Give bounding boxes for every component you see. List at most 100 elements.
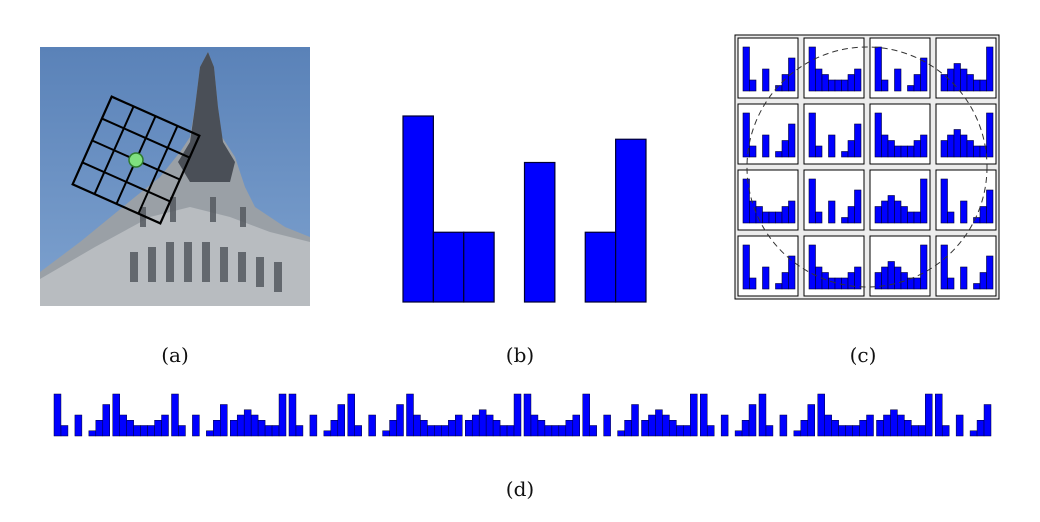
descriptor-bar xyxy=(918,425,926,437)
cell-histogram-bar xyxy=(781,272,789,290)
descriptor-bar xyxy=(831,420,839,437)
descriptor-bar xyxy=(492,420,501,437)
descriptor-bar xyxy=(213,420,221,437)
descriptor-bar xyxy=(330,420,339,437)
histogram-bar xyxy=(615,138,647,303)
cell-histogram-bar xyxy=(960,134,968,158)
descriptor-bar xyxy=(897,414,905,437)
descriptor-bar xyxy=(60,425,69,437)
building-photo xyxy=(40,47,310,306)
cell-histogram-bar xyxy=(940,178,948,224)
descriptor-bar xyxy=(876,420,884,437)
descriptor-bar xyxy=(382,430,390,437)
cell-histogram-bar xyxy=(907,85,915,92)
cell-histogram-bar xyxy=(788,57,796,92)
descriptor-bar xyxy=(257,420,266,437)
descriptor-bar xyxy=(800,420,809,437)
panel-b xyxy=(400,110,650,306)
histogram-bar xyxy=(402,115,434,303)
cell-histogram-bar xyxy=(762,68,770,92)
histogram-bar xyxy=(432,231,465,303)
cell-histogram-bar xyxy=(762,134,770,158)
caption-a: (a) xyxy=(161,343,189,367)
descriptor-bar xyxy=(662,414,670,437)
caption-d: (d) xyxy=(505,477,535,501)
descriptor-bar xyxy=(845,425,853,437)
caption-c: (c) xyxy=(849,343,877,367)
cell-histogram-bar xyxy=(749,200,757,224)
descriptor-bar xyxy=(817,393,825,437)
cell-histogram-bar xyxy=(828,134,836,158)
descriptor-bar xyxy=(147,425,155,437)
cell-histogram-bar xyxy=(913,277,921,290)
cell-histogram-bar xyxy=(966,140,974,158)
cell-histogram-bar xyxy=(953,63,961,92)
descriptor-bar xyxy=(236,414,245,437)
cell-histogram-bar xyxy=(841,277,849,290)
descriptor-bar xyxy=(478,409,487,437)
cell-histogram-bar xyxy=(920,57,928,92)
panel-c xyxy=(732,32,1002,302)
cell-histogram-bar xyxy=(834,79,842,92)
cell-histogram-bar xyxy=(841,217,849,224)
descriptor-bar xyxy=(793,430,802,437)
cell-histogram-bar xyxy=(854,189,862,224)
descriptor-bar xyxy=(250,414,259,437)
descriptor-bar xyxy=(389,420,397,437)
descriptor-bar xyxy=(741,420,750,437)
cell-histogram-bar xyxy=(775,283,783,290)
descriptor-bar xyxy=(455,414,463,437)
cell-histogram-bar xyxy=(749,145,757,158)
descriptor-bar xyxy=(866,414,874,437)
cell-histogram-bar xyxy=(986,46,994,92)
cell-histogram-bar xyxy=(847,206,855,224)
cell-histogram-bar xyxy=(894,200,902,224)
descriptor-bar xyxy=(171,393,179,437)
descriptor-bar xyxy=(904,420,912,437)
cell-histogram-bar xyxy=(815,68,823,92)
cell-histogram-bar xyxy=(973,283,981,290)
descriptor-bar xyxy=(112,393,120,437)
descriptor-bar xyxy=(448,420,456,437)
descriptor-bar xyxy=(807,404,815,437)
cell-histogram-bar xyxy=(881,134,889,158)
cell-histogram-bar xyxy=(828,79,836,92)
cell-histogram-bar xyxy=(887,195,895,224)
cell-histogram-bar xyxy=(781,140,789,158)
cell-histogram-bar xyxy=(874,46,882,92)
descriptor-bar xyxy=(413,414,421,437)
descriptor-bar xyxy=(337,404,345,437)
cell-histogram-bar xyxy=(768,211,776,224)
cell-histogram-bar xyxy=(749,79,757,92)
cell-histogram-bar xyxy=(953,129,961,158)
descriptor-bar xyxy=(53,393,62,437)
descriptor-bar xyxy=(690,393,698,437)
descriptor-bar xyxy=(969,430,978,437)
descriptor-bar xyxy=(617,430,625,437)
descriptor-bar xyxy=(706,425,715,437)
descriptor-bar xyxy=(354,425,362,437)
cell-histogram-bar xyxy=(742,178,750,224)
descriptor-bar xyxy=(935,393,943,437)
cell-histogram-bar xyxy=(960,200,968,224)
descriptor-bar xyxy=(558,425,567,437)
descriptor-bar xyxy=(278,393,287,437)
descriptor-bar xyxy=(955,414,964,437)
descriptor-bar xyxy=(396,404,404,437)
cell-histogram-bar xyxy=(913,140,921,158)
descriptor-bar xyxy=(499,425,508,437)
descriptor-bar xyxy=(271,425,280,437)
descriptor-bar xyxy=(95,420,104,437)
cell-histogram-bar xyxy=(742,244,750,290)
descriptor-bar xyxy=(323,430,332,437)
cell-histogram-bar xyxy=(828,277,836,290)
panel-d xyxy=(53,392,994,438)
cell-histogram-bar xyxy=(973,145,981,158)
descriptor-bar xyxy=(206,430,214,437)
panel-a xyxy=(40,47,310,306)
cell-histogram-bar xyxy=(947,277,955,290)
descriptor-bar xyxy=(624,420,632,437)
cell-histogram-bar xyxy=(913,74,921,92)
cell-histogram-bar xyxy=(973,79,981,92)
descriptor-bar xyxy=(911,425,919,437)
